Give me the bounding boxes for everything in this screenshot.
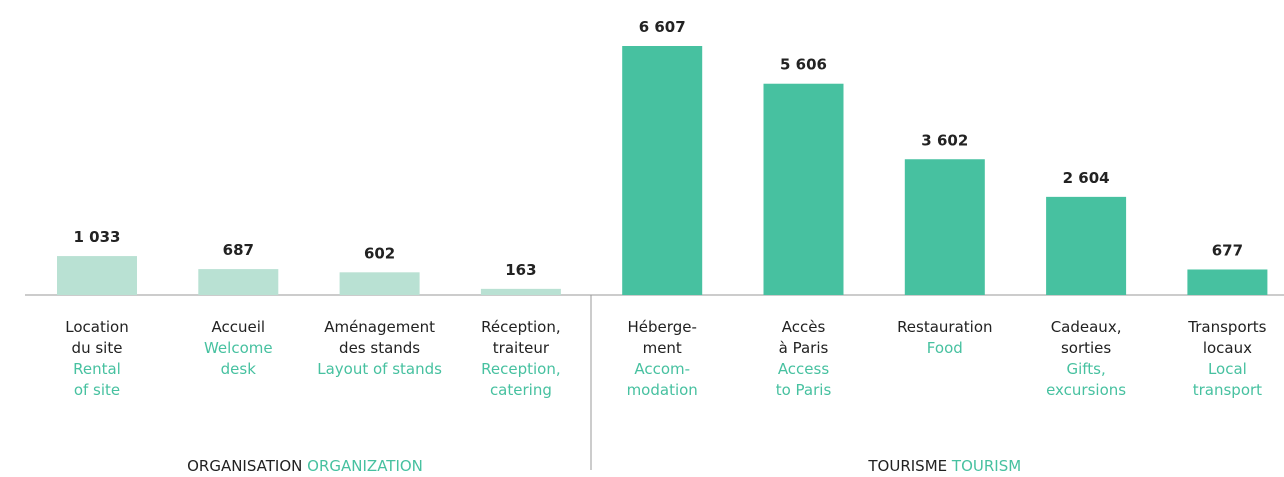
bar — [1187, 269, 1268, 295]
category-label: traiteur — [493, 339, 550, 357]
group-name: ORGANISATION — [187, 457, 302, 475]
group-label: TOURISME TOURISM — [867, 457, 1021, 475]
category-label-en: Rental — [73, 360, 121, 378]
bar — [57, 256, 137, 295]
category-label: Transports — [1187, 318, 1266, 336]
category-label-en: transport — [1193, 381, 1262, 399]
category-label: Location — [65, 318, 128, 336]
value-label: 2 604 — [1063, 169, 1110, 187]
category-label-en: Layout of stands — [317, 360, 442, 378]
category-label: Restauration — [897, 318, 992, 336]
value-label: 6 607 — [639, 18, 686, 36]
group-name-en: ORGANIZATION — [307, 457, 423, 475]
category-label-en: to Paris — [776, 381, 832, 399]
category-label-en: modation — [627, 381, 698, 399]
category-label: ment — [643, 339, 682, 357]
category-label-en: of site — [74, 381, 120, 399]
category-label-en: Reception, — [481, 360, 560, 378]
category-label-en: Gifts, — [1066, 360, 1105, 378]
category-label-en: Local — [1208, 360, 1247, 378]
category-label-en: catering — [490, 381, 552, 399]
value-label: 602 — [364, 244, 395, 262]
bar — [480, 288, 561, 295]
category-label-en: Accom- — [634, 360, 690, 378]
value-label: 3 602 — [921, 131, 968, 149]
category-label: Accès — [782, 318, 826, 336]
bar — [904, 159, 985, 295]
category-label: Héberge- — [628, 318, 697, 336]
bar — [622, 46, 703, 295]
value-label: 163 — [505, 261, 536, 279]
value-label: 687 — [223, 241, 254, 259]
group-label: ORGANISATION ORGANIZATION — [187, 457, 423, 475]
category-label: Réception, — [481, 318, 560, 336]
category-label: sorties — [1061, 339, 1111, 357]
bar — [763, 83, 844, 295]
category-label: du site — [72, 339, 123, 357]
category-label: Aménagement — [324, 318, 435, 336]
category-label-en: Access — [778, 360, 830, 378]
category-label: locaux — [1203, 339, 1252, 357]
category-label: Cadeaux, — [1051, 318, 1122, 336]
category-label-en: Welcome — [204, 339, 273, 357]
category-label: à Paris — [779, 339, 829, 357]
bar — [339, 272, 420, 295]
value-label: 5 606 — [780, 56, 827, 74]
category-label-en: Food — [927, 339, 963, 357]
category-label-en: excursions — [1046, 381, 1126, 399]
group-name-en: TOURISM — [951, 457, 1021, 475]
bar — [1046, 196, 1127, 295]
category-label: Accueil — [212, 318, 266, 336]
bar — [198, 269, 279, 295]
category-label-en: desk — [221, 360, 257, 378]
category-label: des stands — [339, 339, 420, 357]
group-name: TOURISME — [867, 457, 947, 475]
value-label: 677 — [1212, 241, 1243, 259]
value-label: 1 033 — [74, 228, 121, 246]
